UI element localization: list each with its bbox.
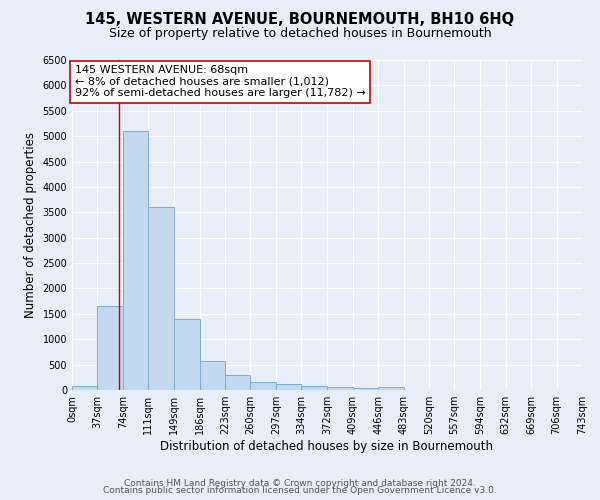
Bar — [225, 375, 250, 390]
Bar — [97, 306, 123, 390]
Bar — [250, 382, 276, 390]
Bar — [328, 388, 353, 390]
Text: Contains public sector information licensed under the Open Government Licence v3: Contains public sector information licen… — [103, 486, 497, 495]
X-axis label: Distribution of detached houses by size in Bournemouth: Distribution of detached houses by size … — [161, 440, 493, 453]
Text: 145 WESTERN AVENUE: 68sqm
← 8% of detached houses are smaller (1,012)
92% of sem: 145 WESTERN AVENUE: 68sqm ← 8% of detach… — [74, 65, 365, 98]
Text: 145, WESTERN AVENUE, BOURNEMOUTH, BH10 6HQ: 145, WESTERN AVENUE, BOURNEMOUTH, BH10 6… — [85, 12, 515, 28]
Bar — [353, 388, 378, 390]
Bar — [276, 384, 301, 390]
Text: Contains HM Land Registry data © Crown copyright and database right 2024.: Contains HM Land Registry data © Crown c… — [124, 478, 476, 488]
Bar — [72, 386, 97, 390]
Bar — [123, 131, 148, 390]
Bar — [378, 388, 404, 390]
Bar — [200, 360, 225, 390]
Text: Size of property relative to detached houses in Bournemouth: Size of property relative to detached ho… — [109, 28, 491, 40]
Y-axis label: Number of detached properties: Number of detached properties — [24, 132, 37, 318]
Bar — [148, 207, 173, 390]
Bar — [301, 386, 326, 390]
Bar — [174, 319, 200, 390]
